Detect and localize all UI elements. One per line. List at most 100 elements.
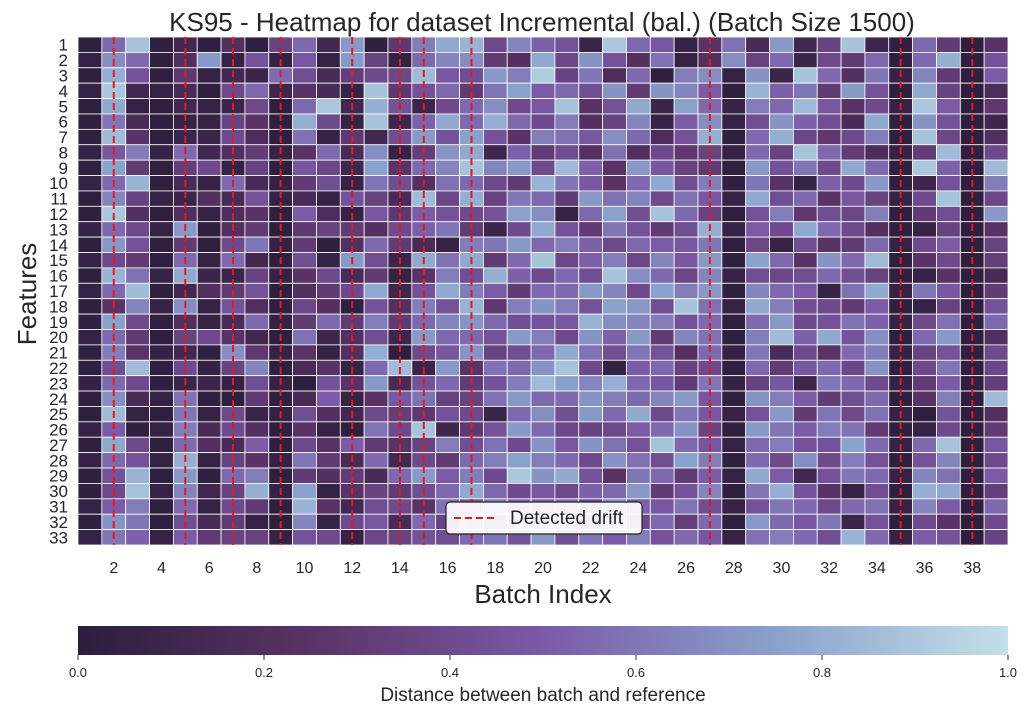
heatmap-cell xyxy=(316,128,341,146)
heatmap-cell xyxy=(196,513,222,531)
heatmap-cell xyxy=(936,36,961,53)
heatmap-cell xyxy=(554,329,580,346)
heatmap-cell xyxy=(363,313,389,330)
heatmap-cell xyxy=(149,298,174,315)
heatmap-cell xyxy=(149,205,174,223)
heatmap-cell xyxy=(721,452,747,469)
heatmap-cell xyxy=(816,98,842,115)
heatmap-cell xyxy=(244,513,270,531)
heatmap-cell xyxy=(578,144,604,161)
heatmap-cell xyxy=(196,359,222,377)
heatmap-cell xyxy=(626,483,651,500)
heatmap-cell xyxy=(77,452,103,469)
heatmap-cell xyxy=(864,313,890,330)
heatmap-cell xyxy=(149,390,174,407)
heatmap-cell xyxy=(936,113,961,130)
heatmap-cell xyxy=(673,452,699,469)
heatmap-cell xyxy=(840,159,866,176)
heatmap-cell xyxy=(673,375,699,392)
heatmap-cell xyxy=(721,36,747,53)
heatmap-cell xyxy=(292,390,317,407)
heatmap-cell xyxy=(816,421,842,438)
heatmap-cell xyxy=(649,498,675,515)
heatmap-cell xyxy=(316,406,341,423)
heatmap-cell xyxy=(602,390,627,407)
heatmap-cell xyxy=(649,67,675,84)
heatmap-cell xyxy=(292,498,317,515)
heatmap-cell xyxy=(77,175,103,192)
heatmap-cell xyxy=(244,390,270,407)
heatmap-cell xyxy=(983,390,1009,407)
heatmap-cell xyxy=(530,159,556,176)
heatmap-cell xyxy=(482,144,508,161)
heatmap-cell xyxy=(506,467,532,484)
heatmap-cell xyxy=(626,452,651,469)
heatmap-cell xyxy=(435,252,460,269)
heatmap-cell xyxy=(649,390,675,407)
heatmap-cell xyxy=(363,67,389,84)
heatmap-cell xyxy=(363,406,389,423)
heatmap-cell xyxy=(816,390,842,407)
heatmap-cell xyxy=(792,252,818,269)
x-tick-label: 10 xyxy=(296,560,314,577)
colorbar-tick-label: 0.0 xyxy=(69,665,87,680)
heatmap-cell xyxy=(77,51,103,69)
heatmap-cell xyxy=(77,252,103,269)
y-tick-label: 30 xyxy=(49,482,68,501)
heatmap-cell xyxy=(530,113,556,130)
heatmap-cell xyxy=(578,221,604,238)
heatmap-cell xyxy=(769,483,794,500)
heatmap-cell xyxy=(626,221,651,238)
heatmap-cell xyxy=(196,483,222,500)
heatmap-cell xyxy=(649,329,675,346)
heatmap-cell xyxy=(983,236,1009,253)
heatmap-cell xyxy=(983,252,1009,269)
heatmap-cell xyxy=(673,298,699,315)
heatmap-cell xyxy=(506,252,532,269)
heatmap-cell xyxy=(77,436,103,454)
heatmap-cell xyxy=(196,375,222,392)
heatmap-cell xyxy=(745,390,770,407)
heatmap-cell xyxy=(77,344,103,361)
heatmap-cell xyxy=(125,236,150,253)
heatmap-cell xyxy=(196,67,222,84)
heatmap-cell xyxy=(196,406,222,423)
heatmap-cell xyxy=(936,282,961,300)
heatmap-cell xyxy=(244,406,270,423)
heatmap-cell xyxy=(482,205,508,223)
heatmap-cell xyxy=(840,329,866,346)
heatmap-cell xyxy=(244,98,270,115)
heatmap-cell xyxy=(435,390,460,407)
heatmap-cell xyxy=(769,221,794,238)
heatmap-cell xyxy=(864,159,890,176)
heatmap-cell xyxy=(673,498,699,515)
heatmap-cell xyxy=(196,82,222,99)
heatmap-cell xyxy=(363,452,389,469)
heatmap-cell xyxy=(363,359,389,377)
heatmap-cell xyxy=(745,51,770,69)
heatmap-cell xyxy=(435,421,460,438)
heatmap-cell xyxy=(578,159,604,176)
heatmap-cell xyxy=(244,67,270,84)
heatmap-cell xyxy=(864,252,890,269)
heatmap-cell xyxy=(482,282,508,300)
heatmap-cell xyxy=(77,329,103,346)
heatmap-cell xyxy=(721,98,747,115)
heatmap-cell xyxy=(292,51,317,69)
heatmap-cell xyxy=(864,267,890,284)
heatmap-cell xyxy=(745,175,770,192)
heatmap-cell xyxy=(435,221,460,238)
heatmap-cell xyxy=(363,267,389,284)
heatmap-cell xyxy=(316,390,341,407)
heatmap-cell xyxy=(626,467,651,484)
heatmap-cell xyxy=(435,375,460,392)
heatmap-cell xyxy=(816,113,842,130)
heatmap-cell xyxy=(745,313,770,330)
heatmap-cell xyxy=(435,205,460,223)
heatmap-cell xyxy=(769,452,794,469)
heatmap-cell xyxy=(816,359,842,377)
heatmap-cell xyxy=(149,128,174,146)
heatmap-cell xyxy=(363,513,389,531)
heatmap-cell xyxy=(864,513,890,531)
heatmap-cell xyxy=(649,282,675,300)
